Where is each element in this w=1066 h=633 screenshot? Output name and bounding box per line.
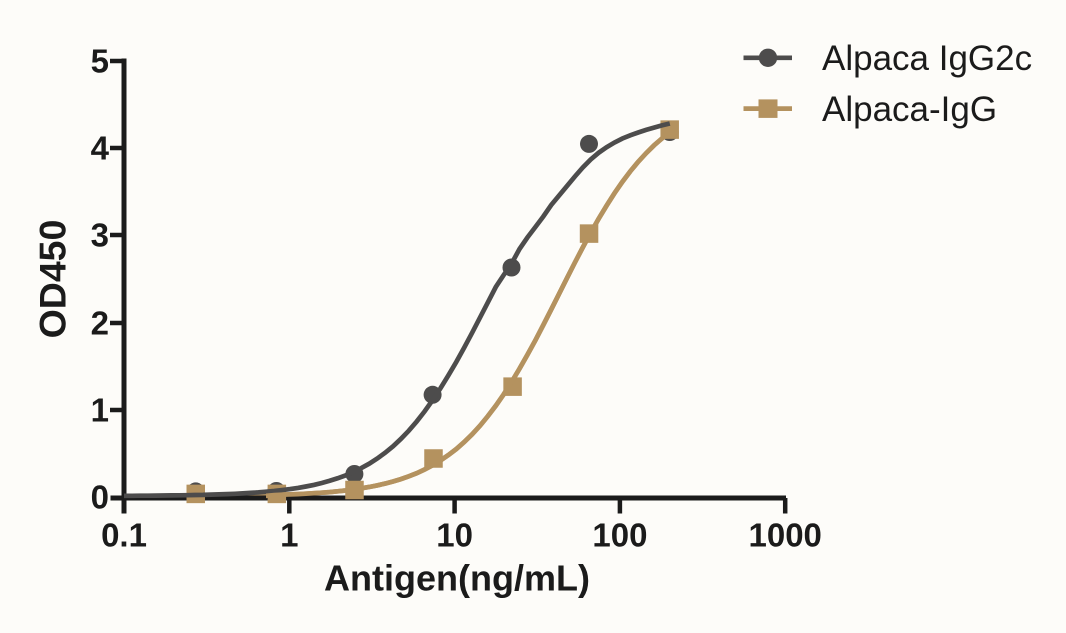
svg-text:Alpaca IgG2c: Alpaca IgG2c [822,39,1032,78]
svg-text:0.1: 0.1 [101,517,147,554]
svg-text:Antigen(ng/mL): Antigen(ng/mL) [324,558,590,599]
svg-text:Alpaca-IgG: Alpaca-IgG [822,90,997,129]
svg-text:1: 1 [91,392,109,429]
svg-text:1000: 1000 [748,517,821,554]
svg-text:2: 2 [91,305,109,342]
svg-text:OD450: OD450 [32,220,74,339]
svg-text:3: 3 [91,217,109,254]
svg-text:100: 100 [592,517,647,554]
svg-text:0: 0 [91,479,109,516]
svg-text:5: 5 [91,43,109,80]
svg-text:1: 1 [280,517,298,554]
svg-text:10: 10 [436,517,473,554]
svg-text:4: 4 [91,130,110,167]
